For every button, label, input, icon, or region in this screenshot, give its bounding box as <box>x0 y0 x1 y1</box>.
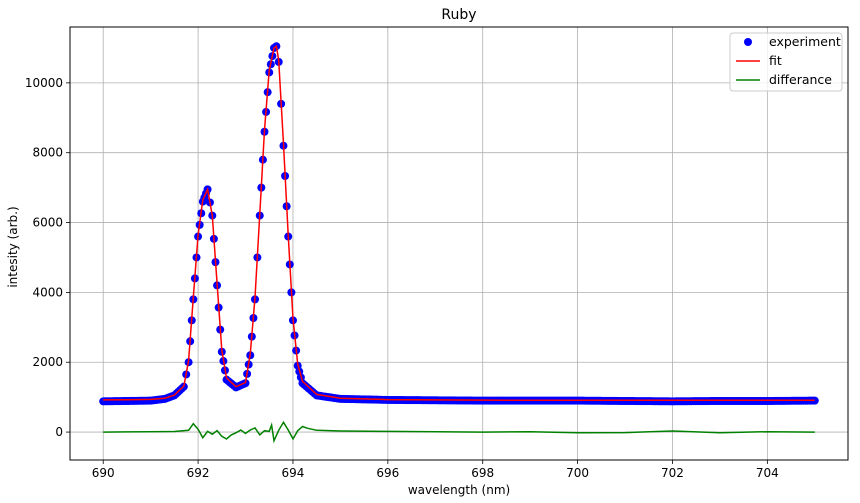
legend: experiment fit differance <box>729 32 843 92</box>
differance-line <box>103 420 815 444</box>
y-tick-label: 4000 <box>32 285 63 299</box>
legend-marker-experiment <box>744 38 752 46</box>
x-axis-label: wavelength (nm) <box>408 483 510 497</box>
legend-box <box>729 32 843 92</box>
ticks: 690 692 694 696 698 700 702 704 0 2000 4000 6000 800… <box>25 76 779 480</box>
x-tick-label: 696 <box>376 466 399 480</box>
legend-label-experiment: experiment <box>769 34 841 49</box>
x-tick-label: 698 <box>471 466 494 480</box>
x-tick-label: 704 <box>756 466 779 480</box>
chart-title: Ruby <box>441 7 476 23</box>
y-tick-label: 2000 <box>32 355 63 369</box>
legend-label-fit: fit <box>769 53 782 68</box>
plot-frame <box>69 26 849 461</box>
y-tick-label: 8000 <box>32 146 63 160</box>
legend-label-differance: differance <box>769 72 832 87</box>
fit-line <box>103 44 815 402</box>
series-layer <box>99 42 819 444</box>
x-tick-label: 692 <box>187 466 210 480</box>
x-tick-label: 702 <box>661 466 684 480</box>
x-tick-label: 690 <box>92 466 115 480</box>
y-tick-label: 10000 <box>25 76 63 90</box>
x-tick-label: 700 <box>566 466 589 480</box>
y-tick-label: 6000 <box>32 216 63 230</box>
y-axis-label: intesity (arb.) <box>6 206 20 287</box>
y-tick-label: 0 <box>55 425 63 439</box>
x-tick-label: 694 <box>282 466 305 480</box>
